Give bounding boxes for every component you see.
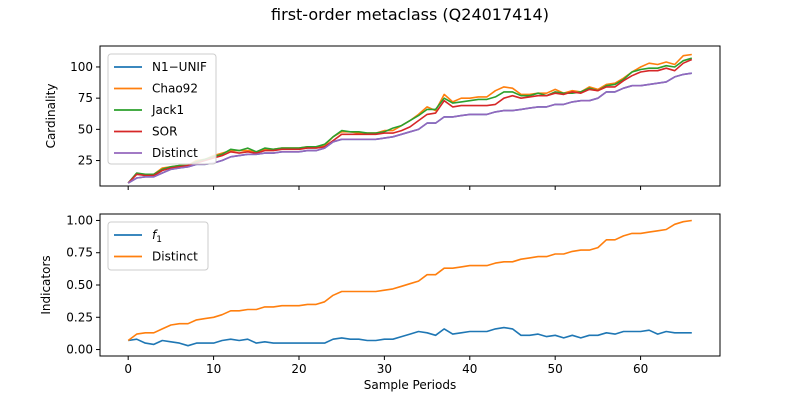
- figure-title: first-order metaclass (Q24017414): [271, 5, 549, 24]
- x-tick-label: 10: [206, 362, 221, 376]
- legend-box: [107, 221, 209, 271]
- series-line-1-1: [127, 219, 692, 342]
- y-tick-label: 0.00: [66, 343, 93, 357]
- y-tick-label: 0.25: [66, 310, 93, 324]
- indicators-panel: 0 10 20 30 40 50 60 0.00 0.25 0.50 0.75 1.00 Indicat…: [39, 213, 721, 392]
- y-tick-label: 100: [70, 60, 93, 74]
- x-tick-label: 0: [124, 362, 132, 376]
- series-line-0-3: [127, 58, 693, 184]
- series-line-0-4: [127, 72, 692, 184]
- y-tick-label: 75: [78, 91, 93, 105]
- y-tick-label: 50: [78, 122, 93, 136]
- legend-label: f1: [152, 228, 162, 245]
- x-tick-label: 30: [377, 362, 392, 376]
- y-axis-label: Cardinality: [44, 84, 58, 149]
- x-tick-label: 40: [462, 362, 477, 376]
- legend-label: Jack1: [151, 103, 184, 117]
- y-tick-label: 0.50: [66, 278, 93, 292]
- x-tick-label: 60: [633, 362, 648, 376]
- y-axis-label: Indicators: [39, 255, 53, 314]
- x-tick-label: 20: [291, 362, 306, 376]
- legend-label: Distinct: [152, 250, 198, 264]
- legend-label: Distinct: [152, 146, 198, 160]
- legend-label: N1−UNIF: [152, 60, 207, 74]
- legend: N1−UNIF Chao92 Jack1 SOR Distinct: [107, 53, 217, 165]
- x-axis-label: Sample Periods: [364, 378, 456, 392]
- legend-label: Chao92: [152, 82, 198, 96]
- y-tick-label: 1.00: [66, 213, 93, 227]
- cardinality-panel: 25 50 75 100 Cardinality N1−UNIF Chao92 Jack1 SO…: [44, 45, 721, 190]
- series-line-1-0: [128, 326, 692, 347]
- x-tick-label: 50: [548, 362, 563, 376]
- y-tick-label: 0.75: [66, 246, 93, 260]
- legend-box: [107, 53, 217, 165]
- legend: f1 Distinct: [107, 221, 209, 271]
- legend-label: SOR: [152, 125, 177, 139]
- y-tick-label: 25: [78, 154, 93, 168]
- axes-frame: [99, 45, 721, 187]
